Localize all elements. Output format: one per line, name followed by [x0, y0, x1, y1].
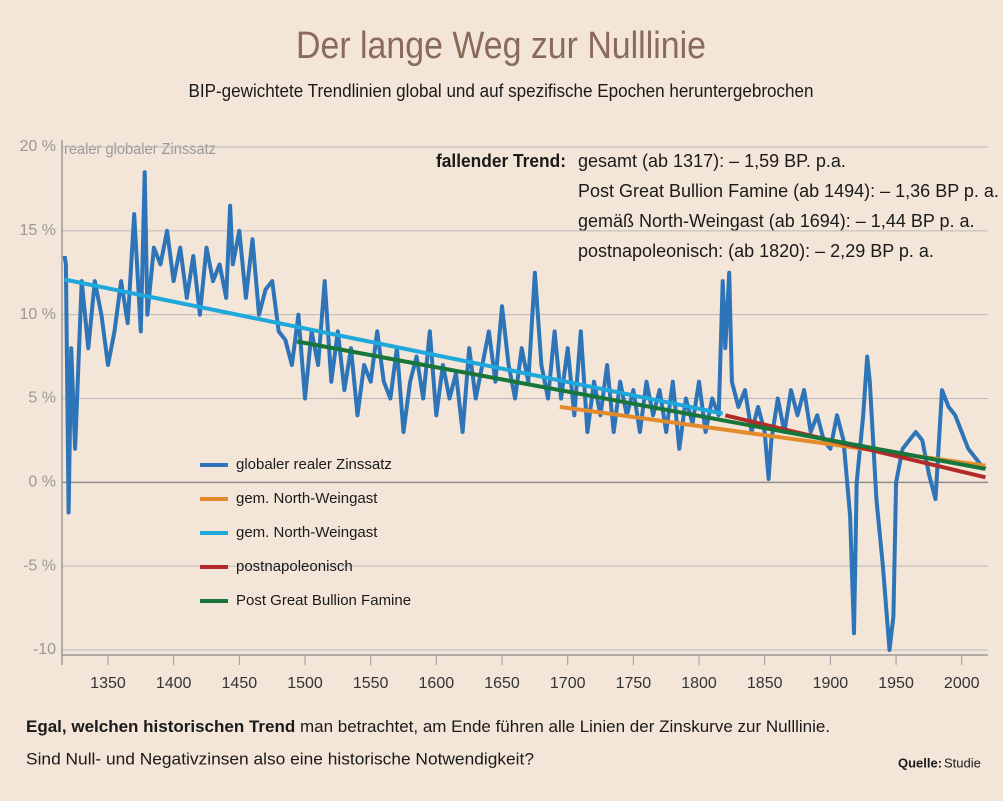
- trend-line-text: gesamt (ab 1317): – 1,59 BP. p.a.: [578, 151, 846, 171]
- x-tick-label: 1350: [90, 675, 126, 692]
- trend-line-text: Post Great Bullion Famine (ab 1494): – 1…: [578, 181, 999, 201]
- y-tick-label: 15 %: [20, 222, 56, 239]
- y-tick-label: -10: [33, 641, 56, 658]
- trend-heading: fallender Trend:: [436, 151, 566, 171]
- footer-bold: Egal, welchen historischen Trend: [26, 717, 295, 736]
- footer-rest: man betrachtet, am Ende führen alle Lini…: [295, 717, 830, 736]
- x-tick-label: 1950: [878, 675, 914, 692]
- series-line: [296, 339, 986, 471]
- trend-line-text: gemäß North-Weingast (ab 1694): – 1,44 B…: [578, 211, 975, 231]
- x-tick-label: 1450: [222, 675, 258, 692]
- x-tick-label: 1500: [287, 675, 323, 692]
- x-tick-label: 1850: [747, 675, 783, 692]
- trend-block: gesamt (ab 1317): – 1,59 BP. p.a. Post Gr…: [578, 151, 999, 261]
- y-tick-label: 10 %: [20, 306, 56, 323]
- series-line: [62, 170, 987, 652]
- chart-title: Der lange Weg zur Nulllinie: [296, 25, 706, 67]
- source-label: Quelle:: [898, 755, 942, 770]
- series-group: [62, 170, 987, 652]
- x-tick-label: 1750: [616, 675, 652, 692]
- chart-subtitle: BIP-gewichtete Trendlinien global und au…: [189, 81, 814, 101]
- plot: -10 -5 % 0 % 5 % 10 % 15 % 20 % 1350 1400 1450 150…: [20, 138, 988, 692]
- y-tick-label: 5 %: [28, 390, 56, 407]
- footer: Egal, welchen historischen Trend man bet…: [26, 717, 830, 736]
- y-tick-label: 0 %: [28, 474, 56, 491]
- x-tick-label: 1600: [419, 675, 455, 692]
- legend-label: gem. North-Weingast: [236, 490, 378, 507]
- x-tick-label: 1900: [813, 675, 849, 692]
- x-tick-label: 1700: [550, 675, 586, 692]
- legend-label: postnapoleonisch: [236, 558, 353, 575]
- x-tick-label: 1800: [681, 675, 717, 692]
- source: Studie: [944, 755, 981, 770]
- x-tick-label: 1400: [156, 675, 192, 692]
- x-tick-label: 1650: [484, 675, 520, 692]
- x-tick-label: 2000: [944, 675, 980, 692]
- y-axis-label: realer globaler Zinssatz: [64, 141, 216, 158]
- y-tick-label: -5 %: [23, 557, 56, 574]
- legend-label: Post Great Bullion Famine: [236, 592, 411, 609]
- legend-label: globaler realer Zinssatz: [236, 456, 392, 473]
- x-tick-label: 1550: [353, 675, 389, 692]
- series-line: [64, 277, 724, 416]
- footer-line2: Sind Null- und Negativzinsen also eine h…: [26, 749, 534, 768]
- trend-line-text: postnapoleonisch: (ab 1820): – 2,29 BP p…: [578, 241, 934, 261]
- legend-label: gem. North-Weingast: [236, 524, 378, 541]
- y-tick-label: 20 %: [20, 138, 56, 155]
